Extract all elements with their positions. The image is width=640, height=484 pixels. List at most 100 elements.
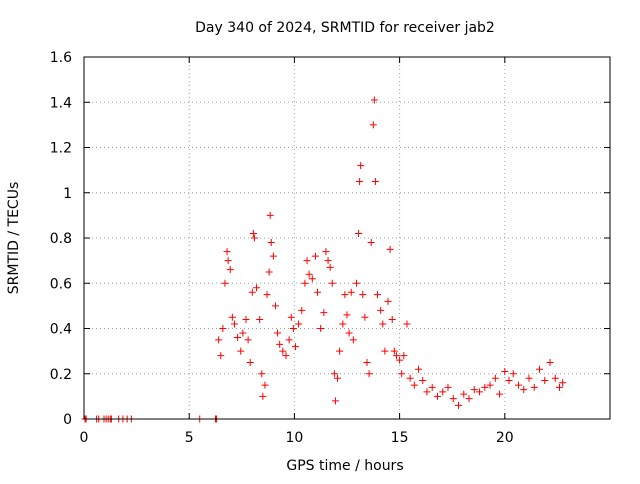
data-point bbox=[343, 311, 351, 319]
data-point bbox=[258, 370, 266, 378]
data-point bbox=[559, 379, 567, 387]
data-point bbox=[308, 275, 316, 283]
data-point bbox=[301, 279, 309, 287]
data-point bbox=[530, 383, 538, 391]
data-point bbox=[381, 347, 389, 355]
y-tick-label: 0.8 bbox=[50, 231, 72, 247]
data-point bbox=[322, 248, 330, 256]
data-point bbox=[341, 291, 349, 299]
data-point bbox=[298, 306, 306, 314]
x-tick-label: 5 bbox=[185, 430, 194, 446]
data-point bbox=[465, 395, 473, 403]
data-point bbox=[221, 279, 229, 287]
data-point bbox=[428, 383, 436, 391]
data-point bbox=[226, 266, 234, 274]
data-point bbox=[396, 356, 404, 364]
data-point bbox=[248, 288, 256, 296]
x-tick-label: 0 bbox=[80, 430, 89, 446]
data-point bbox=[287, 313, 295, 321]
data-point bbox=[433, 392, 441, 400]
data-point bbox=[541, 377, 549, 385]
data-point bbox=[410, 381, 418, 389]
data-point bbox=[384, 297, 392, 305]
data-point bbox=[291, 343, 299, 351]
data-point bbox=[339, 320, 347, 328]
y-tick-label: 1.4 bbox=[50, 95, 72, 111]
data-point bbox=[455, 401, 463, 409]
data-point bbox=[349, 336, 357, 344]
data-point bbox=[390, 347, 398, 355]
data-point bbox=[242, 315, 250, 323]
data-point bbox=[379, 320, 387, 328]
data-point bbox=[328, 279, 336, 287]
data-point bbox=[266, 211, 274, 219]
data-point bbox=[496, 390, 504, 398]
data-point bbox=[285, 336, 293, 344]
data-point bbox=[274, 329, 282, 337]
data-point bbox=[423, 388, 431, 396]
y-tick-label: 1.6 bbox=[50, 50, 72, 66]
data-point bbox=[476, 388, 484, 396]
data-point bbox=[356, 177, 364, 185]
data-point bbox=[223, 248, 231, 256]
data-point bbox=[234, 334, 242, 342]
data-point bbox=[224, 257, 232, 265]
data-point bbox=[282, 352, 290, 360]
data-point bbox=[470, 386, 478, 394]
data-point bbox=[347, 288, 355, 296]
data-point bbox=[369, 121, 377, 129]
data-point bbox=[295, 320, 303, 328]
data-point bbox=[263, 291, 271, 299]
data-point bbox=[365, 370, 373, 378]
x-tick-label: 20 bbox=[496, 430, 514, 446]
data-point bbox=[239, 329, 247, 337]
data-point bbox=[520, 386, 528, 394]
data-point bbox=[363, 358, 371, 366]
data-point bbox=[400, 352, 408, 360]
data-point bbox=[403, 320, 411, 328]
data-point bbox=[370, 96, 378, 104]
data-point bbox=[371, 177, 379, 185]
data-point bbox=[415, 365, 423, 373]
data-point bbox=[271, 302, 279, 310]
chart-title: Day 340 of 2024, SRMTID for receiver jab… bbox=[195, 20, 495, 36]
data-point bbox=[246, 358, 254, 366]
data-point bbox=[219, 325, 227, 332]
y-tick-label: 0.6 bbox=[50, 276, 72, 292]
data-point bbox=[359, 291, 367, 299]
data-point bbox=[324, 257, 332, 265]
data-point bbox=[230, 320, 238, 328]
tick-labels: 0 0.2 0.4 0.6 0.8 1 1.2 1.4 1.6 0 5 10 15 20 bbox=[50, 50, 514, 446]
data-point bbox=[320, 309, 328, 317]
data-point bbox=[217, 352, 225, 360]
data-point bbox=[326, 263, 334, 271]
data-point bbox=[279, 347, 287, 355]
data-point bbox=[525, 374, 533, 382]
data-point bbox=[261, 381, 269, 389]
data-point bbox=[398, 370, 406, 378]
grid bbox=[84, 57, 610, 419]
data-point bbox=[406, 374, 414, 382]
data-point bbox=[305, 270, 313, 278]
data-point bbox=[367, 239, 375, 247]
data-point bbox=[419, 377, 427, 385]
data-point bbox=[250, 234, 258, 242]
data-point bbox=[505, 377, 513, 385]
data-point bbox=[491, 374, 499, 382]
data-point bbox=[460, 390, 468, 398]
data-point bbox=[392, 352, 400, 360]
y-tick-label: 0.4 bbox=[50, 322, 72, 338]
data-point bbox=[481, 383, 489, 391]
y-tick-label: 1 bbox=[63, 186, 72, 202]
data-point bbox=[345, 329, 353, 337]
y-tick-label: 0.2 bbox=[50, 367, 72, 383]
data-point bbox=[256, 315, 264, 323]
data-point bbox=[444, 383, 452, 391]
y-tick-label: 0 bbox=[63, 412, 72, 428]
data-point bbox=[265, 268, 273, 276]
data-point bbox=[334, 374, 342, 382]
data-point bbox=[546, 358, 554, 366]
data-point bbox=[259, 392, 267, 400]
